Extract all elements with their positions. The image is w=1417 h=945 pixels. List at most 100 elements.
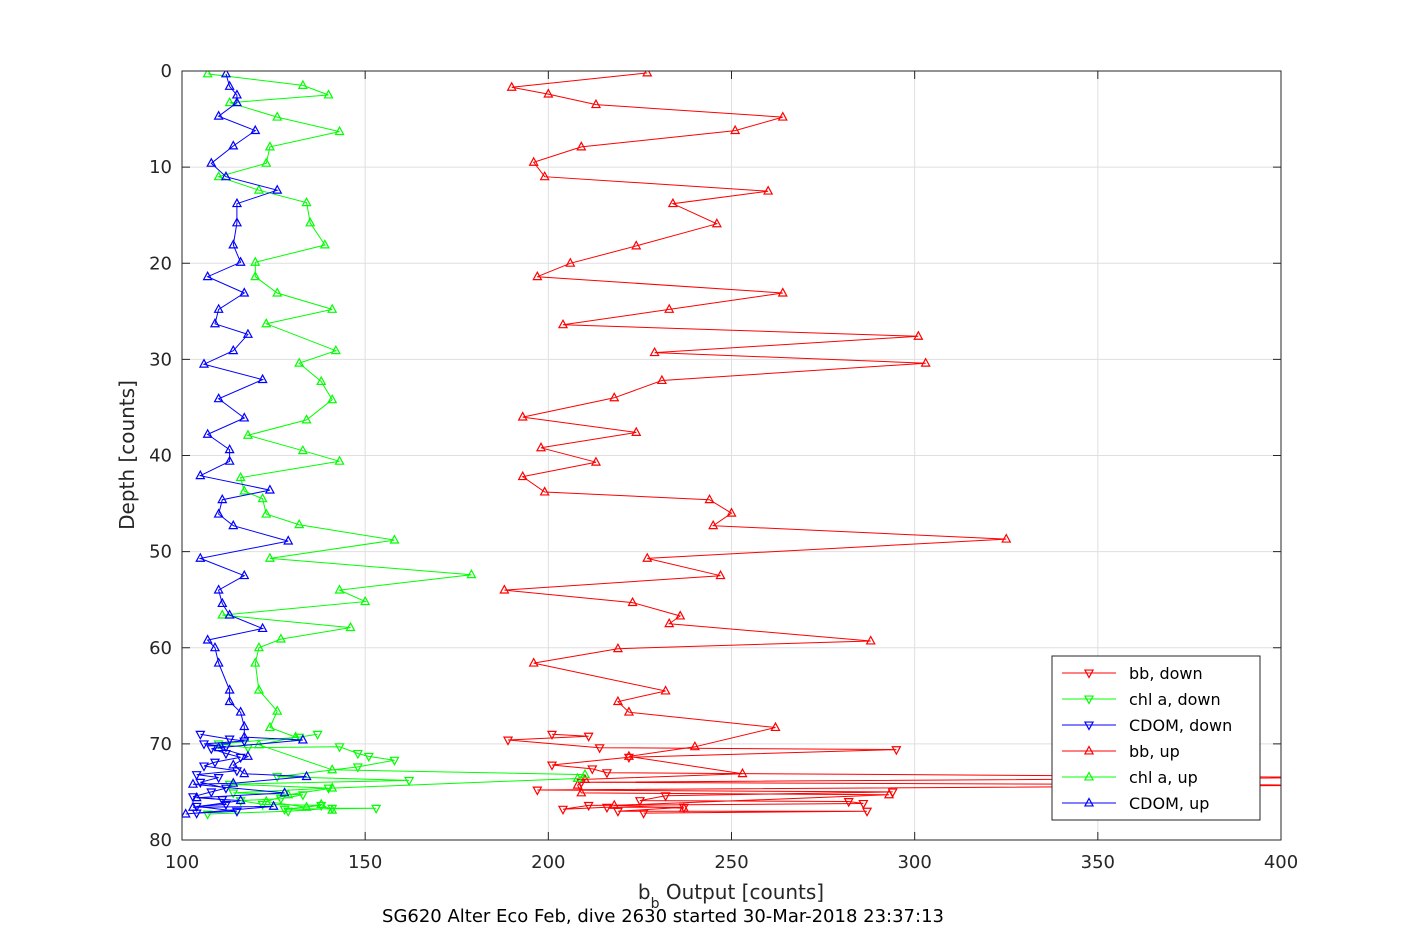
data-point bbox=[579, 768, 591, 779]
data-point bbox=[264, 552, 275, 562]
x-tick-label: 400 bbox=[1264, 852, 1298, 873]
series-cdom-up bbox=[182, 71, 312, 818]
legend: bb, down chl a, down CDOM, down bb, up chl a… bbox=[1051, 655, 1261, 821]
data-point bbox=[612, 695, 623, 706]
legend-marker bbox=[1083, 771, 1095, 781]
data-point bbox=[704, 493, 715, 504]
data-point bbox=[213, 584, 224, 594]
data-point bbox=[217, 493, 228, 504]
data-point bbox=[217, 609, 228, 619]
data-point bbox=[213, 773, 224, 784]
data-point bbox=[301, 414, 312, 424]
data-point bbox=[231, 807, 243, 817]
data-point bbox=[294, 357, 305, 367]
data-point bbox=[649, 346, 660, 357]
data-point bbox=[206, 788, 217, 798]
data-point bbox=[777, 111, 788, 121]
data-point bbox=[213, 508, 224, 518]
grid-lines bbox=[181, 70, 1282, 841]
data-point bbox=[543, 88, 554, 98]
data-point bbox=[198, 740, 210, 750]
data-point bbox=[345, 621, 356, 632]
data-point bbox=[239, 720, 250, 731]
data-point bbox=[224, 735, 235, 745]
data-point bbox=[319, 239, 330, 249]
axis-ticks bbox=[181, 70, 1282, 841]
data-point bbox=[312, 730, 323, 741]
data-point bbox=[327, 393, 338, 404]
data-point bbox=[235, 794, 246, 805]
series-chl-a-down bbox=[202, 730, 415, 820]
y-tick-label: 70 bbox=[149, 734, 172, 755]
series-chl-a-up bbox=[202, 71, 591, 814]
data-point bbox=[228, 759, 239, 769]
data-point bbox=[257, 373, 268, 384]
y-tick-label: 0 bbox=[161, 61, 172, 82]
data-point bbox=[283, 535, 294, 545]
data-point bbox=[297, 734, 308, 744]
data-point bbox=[609, 799, 620, 809]
data-point bbox=[316, 801, 327, 812]
series-line-bb-down bbox=[507, 733, 1281, 814]
data-point bbox=[294, 518, 305, 529]
data-point bbox=[228, 789, 239, 799]
legend-marker bbox=[1083, 745, 1095, 755]
data-point bbox=[202, 428, 213, 438]
data-point bbox=[557, 319, 569, 329]
data-point bbox=[220, 784, 232, 794]
y-tick-label: 10 bbox=[149, 157, 172, 178]
data-point bbox=[572, 772, 583, 783]
data-point bbox=[528, 657, 539, 667]
data-point bbox=[583, 801, 594, 812]
data-point bbox=[224, 80, 235, 90]
data-point bbox=[228, 344, 239, 355]
data-point bbox=[623, 706, 634, 716]
legend-item: chl a, down bbox=[1062, 690, 1221, 709]
data-point bbox=[360, 595, 371, 606]
data-point bbox=[576, 787, 587, 797]
data-point bbox=[711, 218, 722, 228]
data-point bbox=[327, 764, 338, 774]
data-point bbox=[631, 426, 642, 436]
data-point bbox=[546, 761, 558, 771]
data-point bbox=[198, 762, 210, 772]
data-point bbox=[532, 270, 543, 281]
data-point bbox=[539, 486, 550, 496]
x-tick-label: 150 bbox=[348, 852, 382, 873]
data-point bbox=[261, 157, 272, 167]
data-point bbox=[213, 740, 224, 750]
data-point bbox=[191, 771, 202, 781]
legend-box bbox=[1051, 655, 1261, 821]
data-point bbox=[206, 157, 217, 167]
data-point bbox=[664, 617, 675, 628]
data-point bbox=[257, 800, 268, 811]
data-point bbox=[316, 798, 327, 808]
data-point bbox=[242, 429, 254, 439]
data-point bbox=[239, 485, 250, 495]
data-point bbox=[279, 805, 290, 815]
data-point bbox=[642, 552, 653, 562]
data-point bbox=[1347, 775, 1355, 782]
data-point bbox=[572, 779, 583, 789]
data-point bbox=[609, 392, 620, 402]
data-point bbox=[499, 584, 510, 594]
data-point bbox=[587, 765, 598, 775]
legend-marker bbox=[1083, 721, 1095, 731]
legend-item: bb, up bbox=[1062, 742, 1180, 761]
data-point bbox=[861, 807, 873, 817]
data-point bbox=[224, 695, 235, 706]
data-point bbox=[891, 746, 902, 756]
data-point bbox=[539, 170, 550, 181]
legend-item: chl a, up bbox=[1062, 768, 1198, 787]
data-point bbox=[316, 375, 327, 386]
data-point bbox=[220, 71, 232, 78]
legend-item: CDOM, up bbox=[1062, 794, 1209, 813]
data-point bbox=[590, 98, 602, 109]
data-point bbox=[301, 801, 312, 811]
data-point bbox=[228, 519, 239, 530]
data-point bbox=[228, 777, 239, 787]
data-point bbox=[231, 767, 243, 777]
data-point bbox=[228, 239, 239, 249]
data-point bbox=[305, 217, 316, 227]
data-point bbox=[763, 185, 774, 195]
